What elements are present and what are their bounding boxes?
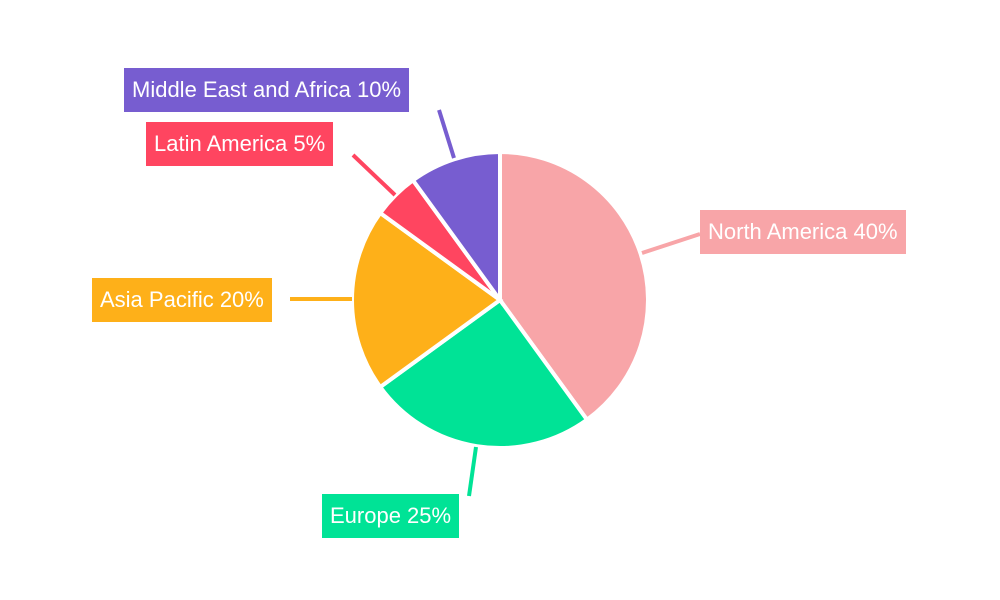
pie-slice-asia-pacific — [350, 210, 504, 390]
pie-slices — [350, 149, 650, 450]
pie-slice-middle-east-and-africa — [410, 149, 502, 307]
leader-line-latin-america — [351, 153, 397, 197]
leader-line-middle-east-africa — [437, 109, 456, 159]
label-middle-east-africa: Middle East and Africa 10% — [124, 68, 410, 112]
leader-lines — [290, 109, 701, 497]
label-north-america: North America 40% — [700, 210, 906, 254]
leader-line-north-america — [641, 232, 701, 255]
leader-line-europe — [467, 446, 478, 497]
label-latin-america: Latin America 5% — [146, 122, 334, 166]
pie-slice-europe — [377, 297, 590, 450]
label-asia-pacific: Asia Pacific 20% — [92, 278, 272, 322]
pie-slice-north-america — [498, 149, 650, 423]
label-europe: Europe 25% — [322, 494, 460, 538]
